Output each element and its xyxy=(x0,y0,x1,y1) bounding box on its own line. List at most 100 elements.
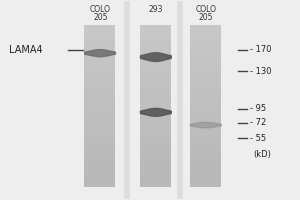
Text: 205: 205 xyxy=(199,13,213,22)
Bar xyxy=(190,144,221,149)
Bar xyxy=(84,176,115,181)
Bar xyxy=(190,117,221,122)
Text: 205: 205 xyxy=(93,13,107,22)
Bar xyxy=(190,127,221,133)
Bar xyxy=(190,106,221,111)
Bar xyxy=(84,95,115,101)
Text: - 95: - 95 xyxy=(250,104,266,113)
Bar xyxy=(190,52,221,57)
Bar xyxy=(84,52,115,57)
Bar xyxy=(84,84,115,90)
Text: 293: 293 xyxy=(149,5,164,14)
Bar xyxy=(190,181,221,187)
Bar xyxy=(84,47,115,52)
Bar xyxy=(190,84,221,90)
Bar xyxy=(140,30,171,36)
Bar xyxy=(84,181,115,187)
Bar xyxy=(190,122,221,127)
Bar xyxy=(84,68,115,74)
Bar xyxy=(84,133,115,138)
Bar xyxy=(190,138,221,144)
Bar xyxy=(140,176,171,181)
Bar xyxy=(190,111,221,117)
Text: COLO: COLO xyxy=(196,5,217,14)
Bar xyxy=(84,149,115,154)
Text: - 55: - 55 xyxy=(250,134,266,143)
Bar xyxy=(84,25,115,30)
Bar xyxy=(140,79,171,84)
Text: - 130: - 130 xyxy=(250,67,272,76)
Bar xyxy=(190,160,221,165)
Bar xyxy=(84,63,115,68)
Bar xyxy=(190,171,221,176)
Bar xyxy=(84,74,115,79)
Bar xyxy=(84,117,115,122)
Bar xyxy=(140,74,171,79)
Bar xyxy=(84,79,115,84)
Bar xyxy=(140,111,171,117)
Bar xyxy=(84,165,115,171)
Bar xyxy=(84,171,115,176)
Bar xyxy=(140,25,171,30)
Bar xyxy=(140,154,171,160)
Bar xyxy=(84,101,115,106)
Bar xyxy=(84,30,115,36)
Bar xyxy=(140,41,171,47)
Bar xyxy=(190,57,221,63)
Bar xyxy=(140,57,171,63)
Bar xyxy=(140,47,171,52)
Bar xyxy=(140,117,171,122)
Bar xyxy=(84,160,115,165)
Bar xyxy=(84,144,115,149)
Bar xyxy=(190,176,221,181)
Bar xyxy=(190,25,221,187)
Bar xyxy=(190,47,221,52)
Bar xyxy=(140,52,171,57)
Bar xyxy=(140,63,171,68)
Text: - 170: - 170 xyxy=(250,45,272,54)
Bar xyxy=(84,90,115,95)
Bar xyxy=(84,41,115,47)
Bar xyxy=(190,30,221,36)
Bar xyxy=(190,41,221,47)
Bar xyxy=(140,133,171,138)
Bar xyxy=(190,90,221,95)
Bar xyxy=(84,111,115,117)
Bar xyxy=(140,122,171,127)
Bar xyxy=(140,90,171,95)
Text: (kD): (kD) xyxy=(253,150,271,159)
Bar xyxy=(190,36,221,41)
Text: COLO: COLO xyxy=(90,5,111,14)
Bar xyxy=(140,144,171,149)
Bar xyxy=(140,181,171,187)
Bar xyxy=(84,138,115,144)
Bar xyxy=(84,25,115,187)
Bar xyxy=(140,149,171,154)
Bar xyxy=(140,160,171,165)
Bar xyxy=(190,154,221,160)
Bar xyxy=(190,149,221,154)
Bar xyxy=(190,74,221,79)
Bar xyxy=(84,154,115,160)
Bar xyxy=(140,101,171,106)
Bar xyxy=(190,68,221,74)
Bar xyxy=(140,165,171,171)
Bar xyxy=(84,127,115,133)
Bar xyxy=(140,138,171,144)
Text: - 72: - 72 xyxy=(250,118,266,127)
Bar xyxy=(190,165,221,171)
Bar xyxy=(190,95,221,101)
Bar xyxy=(140,36,171,41)
Bar xyxy=(140,127,171,133)
Bar xyxy=(140,68,171,74)
Bar xyxy=(190,101,221,106)
Bar xyxy=(140,95,171,101)
Bar xyxy=(140,25,171,187)
Bar xyxy=(190,63,221,68)
Bar xyxy=(84,57,115,63)
Bar xyxy=(84,106,115,111)
Bar xyxy=(140,171,171,176)
Text: LAMA4: LAMA4 xyxy=(9,45,43,55)
Bar xyxy=(140,84,171,90)
Bar xyxy=(84,36,115,41)
